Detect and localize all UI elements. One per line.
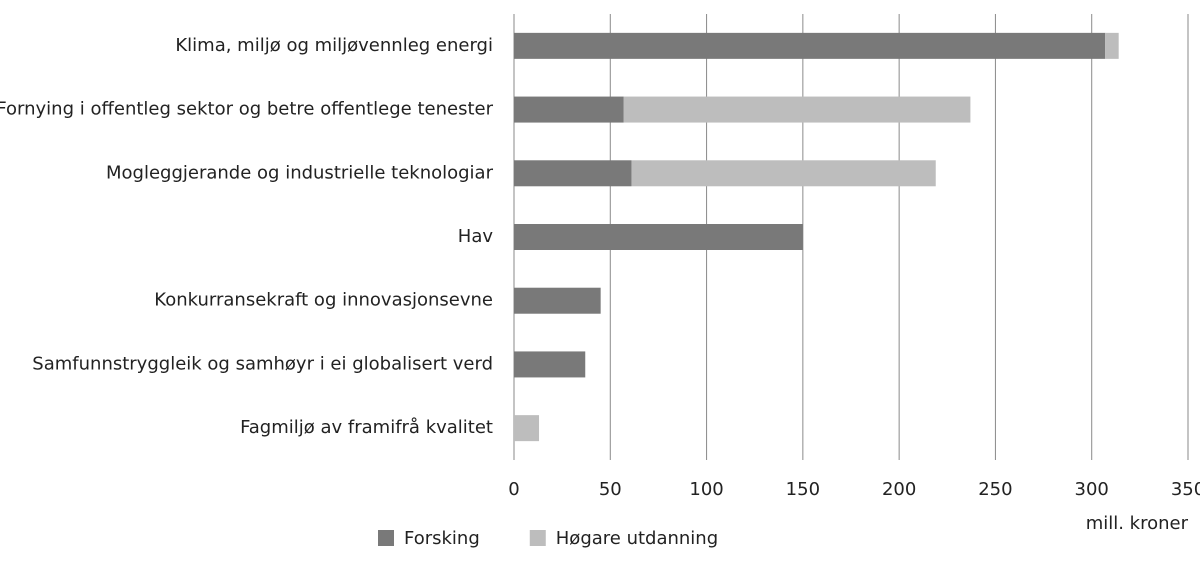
bar	[514, 224, 803, 250]
bar	[514, 32, 1106, 59]
x-tick-label: 100	[689, 479, 723, 500]
x-tick-label: 50	[599, 479, 622, 500]
y-tick-label: Samfunnstryggleik og samhøyr i ei global…	[32, 353, 493, 374]
x-tick-label: 200	[882, 479, 916, 500]
bar	[1105, 32, 1119, 59]
x-tick-label: 0	[508, 479, 519, 500]
y-tick-label: Fornying i offentleg sektor og betre off…	[0, 99, 494, 120]
bar	[514, 96, 624, 123]
bar	[514, 160, 632, 187]
legend-swatch	[529, 530, 546, 546]
y-tick-label: Fagmiljø av framifrå kvalitet	[240, 417, 493, 438]
bar	[514, 351, 586, 378]
legend-label: Høgare utdanning	[556, 528, 718, 549]
y-tick-label: Hav	[458, 226, 494, 247]
legend-label: Forsking	[404, 528, 480, 549]
x-tick-label: 150	[786, 479, 820, 500]
x-tick-label: 250	[978, 479, 1012, 500]
x-tick-label: 350	[1171, 479, 1200, 500]
bar	[514, 415, 540, 442]
x-tick-label: 300	[1075, 479, 1109, 500]
bar	[631, 160, 936, 187]
bar	[514, 287, 601, 314]
x-axis-label: mill. kroner	[1086, 513, 1189, 534]
y-tick-label: Mogleggjerande og industrielle teknologi…	[106, 162, 494, 183]
y-tick-label: Konkurransekraft og innovasjonsevne	[154, 290, 493, 311]
bar	[623, 96, 971, 123]
y-tick-label: Klima, miljø og miljøvennleg energi	[175, 35, 493, 56]
legend-swatch	[378, 530, 394, 546]
